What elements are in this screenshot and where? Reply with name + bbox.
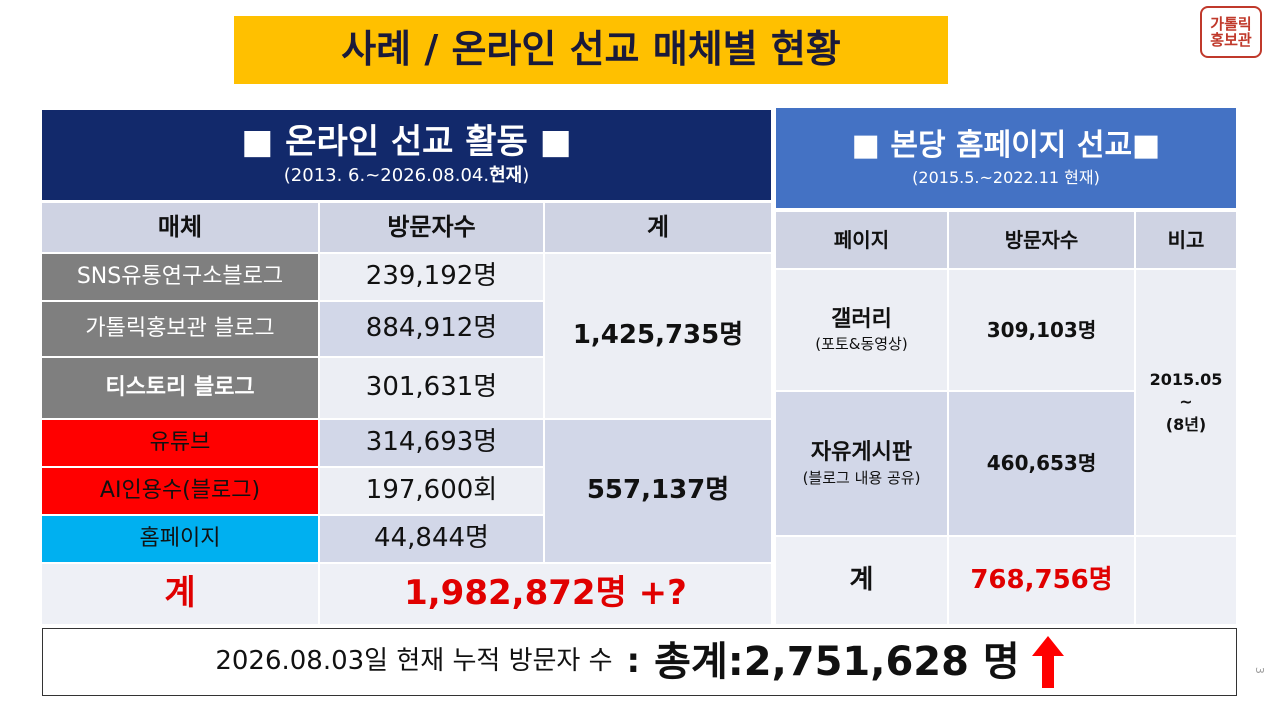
- column-header: 계: [545, 203, 771, 252]
- logo-line: 홍보관: [1210, 31, 1252, 49]
- column-header-text: 페이지: [833, 227, 890, 252]
- column-header-text: 방문자수: [1004, 227, 1079, 252]
- column-header-text: 비고: [1167, 227, 1205, 252]
- page-number-text: 3: [1252, 666, 1266, 674]
- visitor-count: 314,693명: [320, 420, 543, 466]
- group-total: 1,425,735명: [545, 254, 771, 418]
- column-header: 비고: [1136, 212, 1236, 268]
- media-name-text: AI인용수(블로그): [99, 478, 261, 504]
- page-name-sub: (포토&동영상): [815, 335, 908, 354]
- visitor-count: 301,631명: [320, 358, 543, 418]
- period-text: (2013. 6.~2026.08.04.: [283, 165, 490, 187]
- total-label-text: 계: [849, 564, 874, 595]
- visitor-count: 44,844명: [320, 516, 543, 562]
- up-arrow: [1031, 636, 1064, 688]
- note: 2015.05 ~ (8년): [1136, 270, 1236, 535]
- left-heading-title: ■ 온라인 선교 활동 ■: [241, 122, 572, 163]
- column-header: 방문자수: [320, 203, 543, 252]
- column-header: 방문자수: [949, 212, 1134, 268]
- total-label: 계: [776, 537, 947, 624]
- media-name: AI인용수(블로그): [42, 468, 318, 514]
- column-header-text: 계: [646, 212, 670, 241]
- visitor-count-text: 301,631명: [365, 372, 498, 403]
- total-value: 1,982,872명 +?: [320, 564, 771, 624]
- period-bold: 현재: [489, 165, 523, 187]
- title-banner-text: 사례 / 온라인 선교 매체별 현황: [341, 27, 841, 72]
- right-heading: ■ 본당 홈페이지 선교■ (2015.5.~2022.11 현재): [776, 108, 1236, 208]
- page-name-text: 갤러리: [831, 306, 892, 332]
- visitor-count-text: 460,653명: [986, 451, 1097, 475]
- page-name-text: 자유게시판: [810, 440, 913, 466]
- visitor-count: 197,600회: [320, 468, 543, 514]
- total-value-text: 1,982,872명 +?: [404, 573, 687, 614]
- footer-colon: :: [626, 641, 641, 682]
- total-label: 계: [42, 564, 318, 624]
- media-name: SNS유통연구소블로그: [42, 254, 318, 300]
- total-label-text: 계: [164, 573, 196, 614]
- note-line: (8년): [1165, 414, 1207, 434]
- column-header: 페이지: [776, 212, 947, 268]
- visitor-count: 884,912명: [320, 302, 543, 356]
- visitor-count-text: 197,600회: [365, 475, 498, 506]
- group-total-text: 1,425,735명: [572, 320, 744, 351]
- column-header-text: 매체: [157, 212, 203, 241]
- arrow-shape: [1031, 636, 1064, 688]
- group-total-text: 557,137명: [586, 475, 730, 506]
- title-banner: 사례 / 온라인 선교 매체별 현황: [234, 16, 948, 84]
- footer-total: 총계:2,751,628 명: [654, 639, 1020, 685]
- total-value-text: 768,756명: [970, 564, 1113, 595]
- left-period: (2013. 6.~2026.08.04.현재): [283, 165, 530, 187]
- footer-prefix: 2026.08.03일 현재 누적 방문자 수: [215, 646, 613, 677]
- visitor-count-text: 44,844명: [374, 523, 489, 554]
- media-name: 티스토리 블로그: [42, 358, 318, 418]
- page-name-sub: (블로그 내용 공유): [802, 468, 921, 487]
- visitor-count-text: 884,912명: [365, 313, 498, 344]
- media-name: 홈페이지: [42, 516, 318, 562]
- media-name-text: SNS유통연구소블로그: [76, 264, 284, 290]
- logo-line: 가톨릭: [1210, 14, 1252, 33]
- media-name-text: 유튜브: [149, 430, 211, 456]
- visitor-count: 309,103명: [949, 270, 1134, 390]
- visitor-count-text: 314,693명: [365, 427, 498, 458]
- group-total: 557,137명: [545, 420, 771, 562]
- right-period: (2015.5.~2022.11 현재): [912, 168, 1100, 188]
- media-name-text: 홈페이지: [139, 526, 221, 552]
- column-header: 매체: [42, 203, 318, 252]
- media-name: 유튜브: [42, 420, 318, 466]
- note-line: 2015.05: [1149, 369, 1223, 389]
- visitor-count-text: 309,103명: [986, 317, 1097, 342]
- page-name: 자유게시판 (블로그 내용 공유): [776, 392, 947, 535]
- left-heading: ■ 온라인 선교 활동 ■ (2013. 6.~2026.08.04.현재): [42, 110, 771, 200]
- page-name: 갤러리 (포토&동영상): [776, 270, 947, 390]
- total-value: 768,756명: [949, 537, 1134, 624]
- logo: 가톨릭 홍보관: [1200, 6, 1262, 58]
- footer: 2026.08.03일 현재 누적 방문자 수: 총계:2,751,628 명: [42, 628, 1237, 696]
- note-line: ~: [1179, 392, 1193, 412]
- right-heading-title: ■ 본당 홈페이지 선교■: [851, 127, 1161, 163]
- media-name-text: 가톨릭홍보관 블로그: [85, 316, 275, 342]
- media-name: 가톨릭홍보관 블로그: [42, 302, 318, 356]
- visitor-count-text: 239,192명: [365, 261, 498, 292]
- column-header-text: 방문자수: [387, 212, 476, 241]
- visitor-count: 239,192명: [320, 254, 543, 300]
- period-end: ): [522, 165, 530, 187]
- visitor-count: 460,653명: [949, 392, 1134, 535]
- total-blank: [1136, 537, 1236, 624]
- media-name-text: 티스토리 블로그: [105, 375, 255, 401]
- page-number: 3: [1250, 660, 1266, 680]
